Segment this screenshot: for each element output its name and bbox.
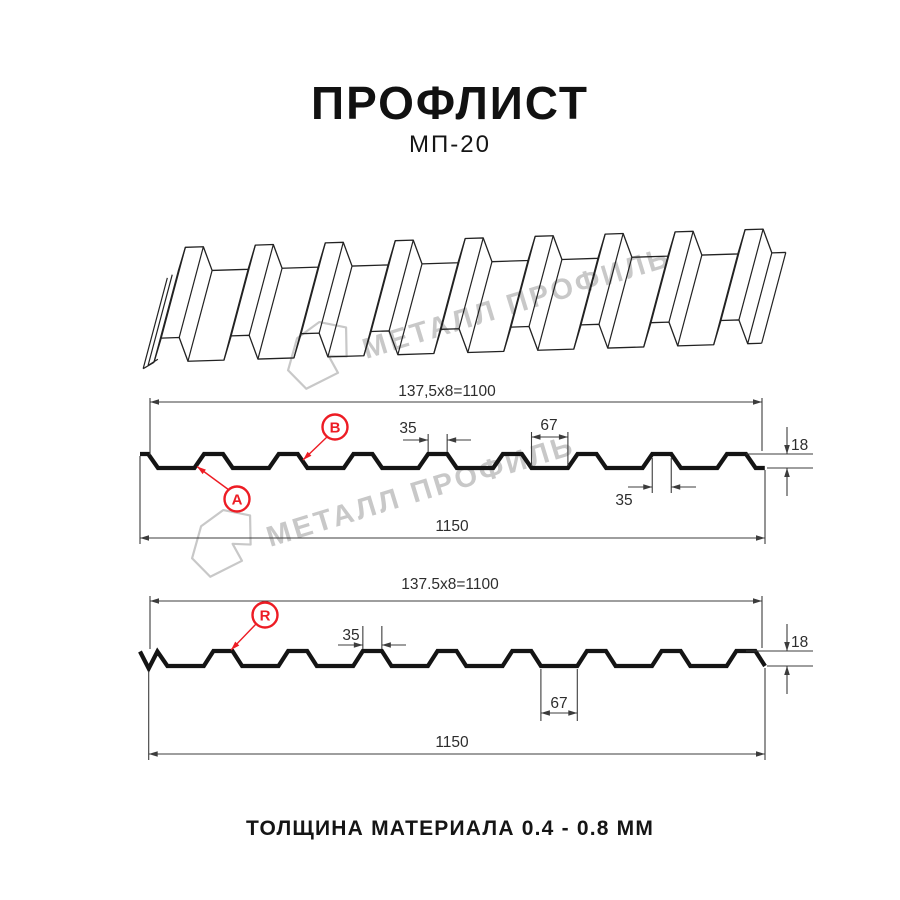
callout-circle-r bbox=[251, 601, 279, 629]
dim-profile-height: 18 bbox=[791, 634, 808, 651]
callout-circle-b bbox=[321, 413, 349, 441]
dim-crest-width-2: 35 bbox=[615, 492, 632, 509]
cross-section-bottom-dims: 137.5x8=1100 35 67 18 1150 R bbox=[251, 576, 808, 751]
dim-valley-width: 67 bbox=[550, 695, 567, 712]
dim-crest-width: 35 bbox=[342, 627, 359, 644]
dim-overall-width: 1150 bbox=[435, 734, 469, 751]
dim-profile-height: 18 bbox=[791, 437, 808, 454]
material-thickness-note: ТОЛЩИНА МАТЕРИАЛА 0.4 - 0.8 ММ bbox=[245, 817, 655, 840]
callout-label-b: B bbox=[330, 420, 341, 437]
iso-profile-drawing bbox=[142, 228, 787, 370]
brand-watermark: МЕТАЛЛ ПРОФИЛЬ bbox=[286, 241, 675, 390]
cross-section-top bbox=[139, 398, 813, 544]
callout-circle-a bbox=[223, 485, 251, 513]
callout-label-a: A bbox=[232, 492, 243, 509]
dim-coverage-width: 137.5x8=1100 bbox=[401, 576, 499, 593]
dim-coverage-width: 137,5x8=1100 bbox=[398, 383, 496, 400]
page-subtitle: МП-20 bbox=[409, 131, 491, 158]
cross-section-bottom bbox=[138, 596, 813, 760]
dim-valley-width: 67 bbox=[540, 417, 557, 434]
cross-section-top-dims: 137,5x8=1100 35 67 18 35 1150 A B bbox=[223, 383, 808, 535]
dim-overall-width: 1150 bbox=[435, 518, 469, 535]
dim-crest-width: 35 bbox=[399, 420, 416, 437]
callout-label-r: R bbox=[260, 608, 271, 625]
brand-logo-icon bbox=[190, 508, 252, 578]
brand-logo-icon bbox=[286, 320, 348, 390]
page-title: ПРОФЛИСТ bbox=[311, 77, 589, 129]
